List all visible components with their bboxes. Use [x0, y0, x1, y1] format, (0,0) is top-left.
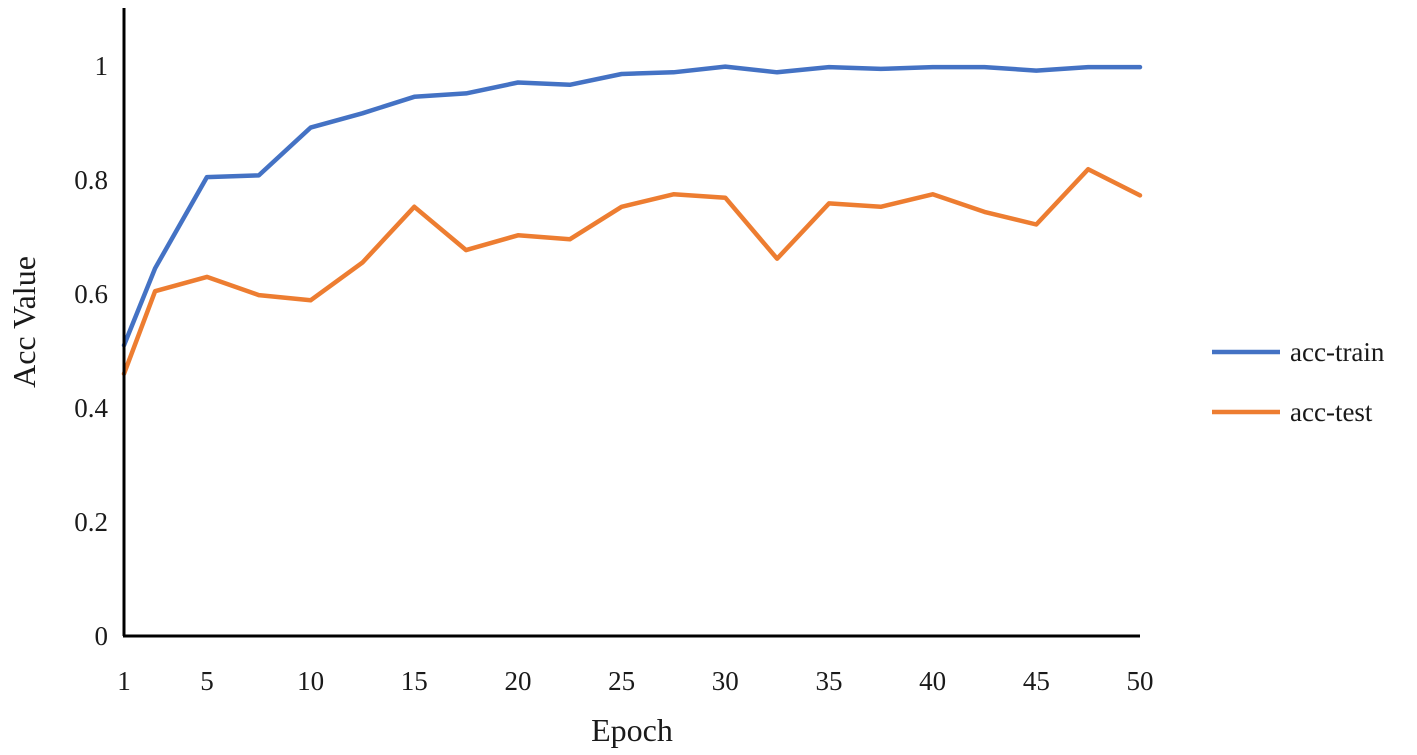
- x-tick-label: 25: [608, 666, 635, 696]
- y-tick-label: 0.2: [74, 507, 108, 537]
- y-tick-label: 0.8: [74, 165, 108, 195]
- y-tick-labels: 0 0.2 0.4 0.6 0.8 1: [74, 51, 108, 651]
- legend-label-acc-test: acc-test: [1290, 397, 1373, 427]
- y-tick-label: 0.4: [74, 393, 108, 423]
- series-line-acc-train: [121, 64, 1143, 348]
- legend: acc-train acc-test: [1212, 337, 1385, 427]
- y-tick-label: 0: [95, 621, 109, 651]
- x-tick-label: 50: [1127, 666, 1154, 696]
- y-axis-title: Acc Value: [6, 256, 42, 388]
- x-tick-label: 40: [919, 666, 946, 696]
- x-tick-label: 1: [117, 666, 131, 696]
- series-line-acc-test: [121, 166, 1143, 377]
- x-tick-labels: 1 5 10 15 20 25 30 35 40 45 50: [117, 666, 1153, 696]
- plot-series-group: [121, 64, 1143, 377]
- x-tick-label: 10: [297, 666, 324, 696]
- y-tick-label: 0.6: [74, 279, 108, 309]
- x-tick-label: 5: [200, 666, 214, 696]
- x-tick-label: 20: [504, 666, 531, 696]
- legend-label-acc-train: acc-train: [1290, 337, 1385, 367]
- x-tick-label: 35: [815, 666, 842, 696]
- y-tick-label: 1: [95, 51, 109, 81]
- x-tick-label: 30: [712, 666, 739, 696]
- x-axis-title: Epoch: [591, 712, 673, 748]
- x-tick-label: 45: [1023, 666, 1050, 696]
- x-tick-label: 15: [401, 666, 428, 696]
